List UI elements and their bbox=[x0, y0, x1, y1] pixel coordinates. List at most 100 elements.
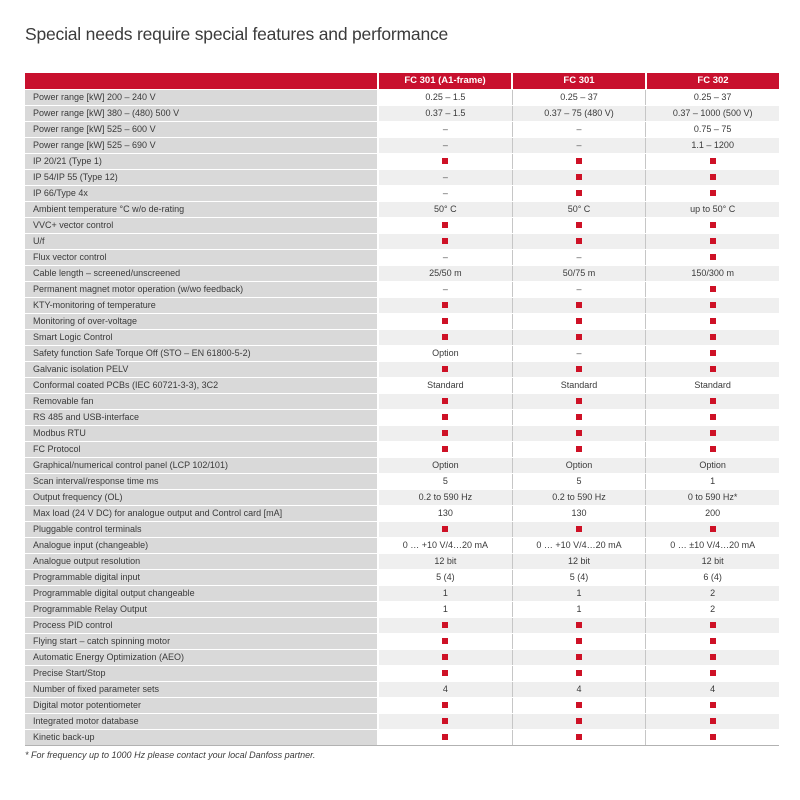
value-cell-fc302 bbox=[645, 522, 780, 537]
table-footnote: * For frequency up to 1000 Hz please con… bbox=[25, 750, 316, 760]
value-cell-fc302 bbox=[645, 730, 780, 745]
table-row: Smart Logic Control bbox=[25, 329, 780, 345]
value-cell-fc301-a1-frame: – bbox=[377, 250, 512, 265]
table-row: Power range [kW] 525 – 600 V – – 0.75 – … bbox=[25, 121, 780, 137]
feature-label: Power range [kW] 525 – 600 V bbox=[25, 122, 377, 137]
feature-supported-square-icon bbox=[442, 669, 449, 676]
value-cell-fc301-a1-frame bbox=[377, 362, 512, 377]
feature-label: Permanent magnet motor operation (w/wo f… bbox=[25, 282, 377, 297]
feature-label: Power range [kW] 380 – (480) 500 V bbox=[25, 106, 377, 121]
value-cell-fc301 bbox=[511, 186, 646, 201]
value-cell-fc301: 130 bbox=[511, 506, 646, 521]
feature-label: Power range [kW] 200 – 240 V bbox=[25, 90, 377, 105]
value-cell-fc301 bbox=[511, 714, 646, 729]
value-cell-fc302: 1.1 – 1200 bbox=[645, 138, 780, 153]
value-cell-fc302: 0.75 – 75 bbox=[645, 122, 780, 137]
not-available-dash: – bbox=[576, 348, 582, 358]
feature-supported-square-icon bbox=[442, 445, 449, 452]
feature-label: Pluggable control terminals bbox=[25, 522, 377, 537]
value-cell-fc301: Standard bbox=[511, 378, 646, 393]
feature-supported-square-icon bbox=[576, 637, 582, 644]
feature-label: Process PID control bbox=[25, 618, 377, 633]
feature-supported-square-icon bbox=[576, 333, 582, 340]
value-cell-fc301-a1-frame bbox=[377, 410, 512, 425]
feature-label: VVC+ vector control bbox=[25, 218, 377, 233]
value-cell-fc301-a1-frame: Option bbox=[377, 346, 512, 361]
value-cell-fc302 bbox=[645, 618, 780, 633]
feature-label: Programmable Relay Output bbox=[25, 602, 377, 617]
value-cell-fc302 bbox=[645, 186, 780, 201]
value-cell-fc301: 1 bbox=[511, 602, 646, 617]
feature-supported-square-icon bbox=[442, 653, 449, 660]
table-row: FC Protocol bbox=[25, 441, 780, 457]
table-row: VVC+ vector control bbox=[25, 217, 780, 233]
feature-supported-square-icon bbox=[442, 717, 449, 724]
feature-supported-square-icon bbox=[709, 349, 716, 356]
feature-supported-square-icon bbox=[442, 333, 449, 340]
feature-column-header bbox=[25, 73, 377, 89]
value-cell-fc302: 2 bbox=[645, 586, 780, 601]
value-cell-fc302: 6 (4) bbox=[645, 570, 780, 585]
value-cell-fc301-a1-frame: 5 bbox=[377, 474, 512, 489]
value-cell-fc301: 50/75 m bbox=[511, 266, 646, 281]
feature-supported-square-icon bbox=[576, 413, 582, 420]
value-cell-fc301 bbox=[511, 666, 646, 681]
feature-supported-square-icon bbox=[709, 413, 716, 420]
value-cell-fc301: 50° C bbox=[511, 202, 646, 217]
value-cell-fc302 bbox=[645, 234, 780, 249]
table-row: Flux vector control – – bbox=[25, 249, 780, 265]
value-cell-fc302 bbox=[645, 362, 780, 377]
feature-label: Safety function Safe Torque Off (STO – E… bbox=[25, 346, 377, 361]
value-cell-fc302: 12 bit bbox=[645, 554, 780, 569]
feature-supported-square-icon bbox=[709, 317, 716, 324]
value-cell-fc301-a1-frame bbox=[377, 650, 512, 665]
value-cell-fc302 bbox=[645, 282, 780, 297]
feature-label: Modbus RTU bbox=[25, 426, 377, 441]
value-cell-fc302: 4 bbox=[645, 682, 780, 697]
feature-supported-square-icon bbox=[576, 157, 582, 164]
value-cell-fc301-a1-frame bbox=[377, 698, 512, 713]
feature-label: Integrated motor database bbox=[25, 714, 377, 729]
value-cell-fc302: Standard bbox=[645, 378, 780, 393]
not-available-dash: – bbox=[442, 284, 448, 294]
feature-supported-square-icon bbox=[709, 189, 716, 196]
value-cell-fc301-a1-frame bbox=[377, 714, 512, 729]
value-cell-fc302 bbox=[645, 394, 780, 409]
feature-label: Programmable digital output changeable bbox=[25, 586, 377, 601]
value-cell-fc301: 12 bit bbox=[511, 554, 646, 569]
feature-label: Flying start – catch spinning motor bbox=[25, 634, 377, 649]
feature-label: Scan interval/response time ms bbox=[25, 474, 377, 489]
table-header-row: FC 301 (A1-frame) FC 301 FC 302 bbox=[25, 73, 779, 89]
value-cell-fc301 bbox=[511, 298, 646, 313]
value-cell-fc301: 0 … +10 V/4…20 mA bbox=[511, 538, 646, 553]
value-cell-fc301 bbox=[511, 442, 646, 457]
not-available-dash: – bbox=[442, 172, 448, 182]
value-cell-fc302 bbox=[645, 714, 780, 729]
value-cell-fc302 bbox=[645, 634, 780, 649]
table-row: Monitoring of over-voltage bbox=[25, 313, 780, 329]
feature-label: Precise Start/Stop bbox=[25, 666, 377, 681]
value-cell-fc301: – bbox=[511, 138, 646, 153]
value-cell-fc301-a1-frame: 50° C bbox=[377, 202, 512, 217]
feature-supported-square-icon bbox=[576, 365, 582, 372]
value-cell-fc302 bbox=[645, 650, 780, 665]
feature-supported-square-icon bbox=[442, 429, 449, 436]
table-row: Digital motor potentiometer bbox=[25, 697, 780, 713]
table-row: Programmable Relay Output 1 1 2 bbox=[25, 601, 780, 617]
table-row: Kinetic back-up bbox=[25, 729, 780, 745]
feature-supported-square-icon bbox=[442, 397, 449, 404]
feature-label: Output frequency (OL) bbox=[25, 490, 377, 505]
feature-supported-square-icon bbox=[576, 717, 582, 724]
table-body: Power range [kW] 200 – 240 V 0.25 – 1.5 … bbox=[25, 89, 780, 746]
value-cell-fc301-a1-frame: 25/50 m bbox=[377, 266, 512, 281]
feature-supported-square-icon bbox=[442, 157, 449, 164]
feature-label: IP 20/21 (Type 1) bbox=[25, 154, 377, 169]
value-cell-fc302 bbox=[645, 314, 780, 329]
feature-supported-square-icon bbox=[442, 701, 449, 708]
not-available-dash: – bbox=[576, 124, 582, 134]
feature-label: U/f bbox=[25, 234, 377, 249]
column-header-fc301-a1-frame: FC 301 (A1-frame) bbox=[377, 73, 511, 89]
value-cell-fc301-a1-frame bbox=[377, 618, 512, 633]
value-cell-fc301-a1-frame: – bbox=[377, 282, 512, 297]
value-cell-fc302: Option bbox=[645, 458, 780, 473]
